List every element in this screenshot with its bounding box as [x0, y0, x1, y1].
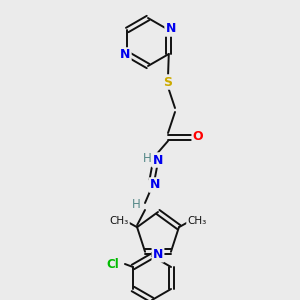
Text: N: N [166, 22, 176, 35]
Text: S: S [164, 76, 172, 88]
Text: CH₃: CH₃ [187, 216, 206, 226]
Text: H: H [142, 152, 152, 166]
Text: N: N [150, 178, 160, 191]
Text: N: N [153, 248, 163, 261]
Text: N: N [120, 49, 130, 62]
Text: Cl: Cl [106, 257, 119, 271]
Text: N: N [153, 154, 163, 166]
Text: H: H [132, 199, 140, 212]
Text: CH₃: CH₃ [110, 216, 129, 226]
Text: O: O [193, 130, 203, 143]
